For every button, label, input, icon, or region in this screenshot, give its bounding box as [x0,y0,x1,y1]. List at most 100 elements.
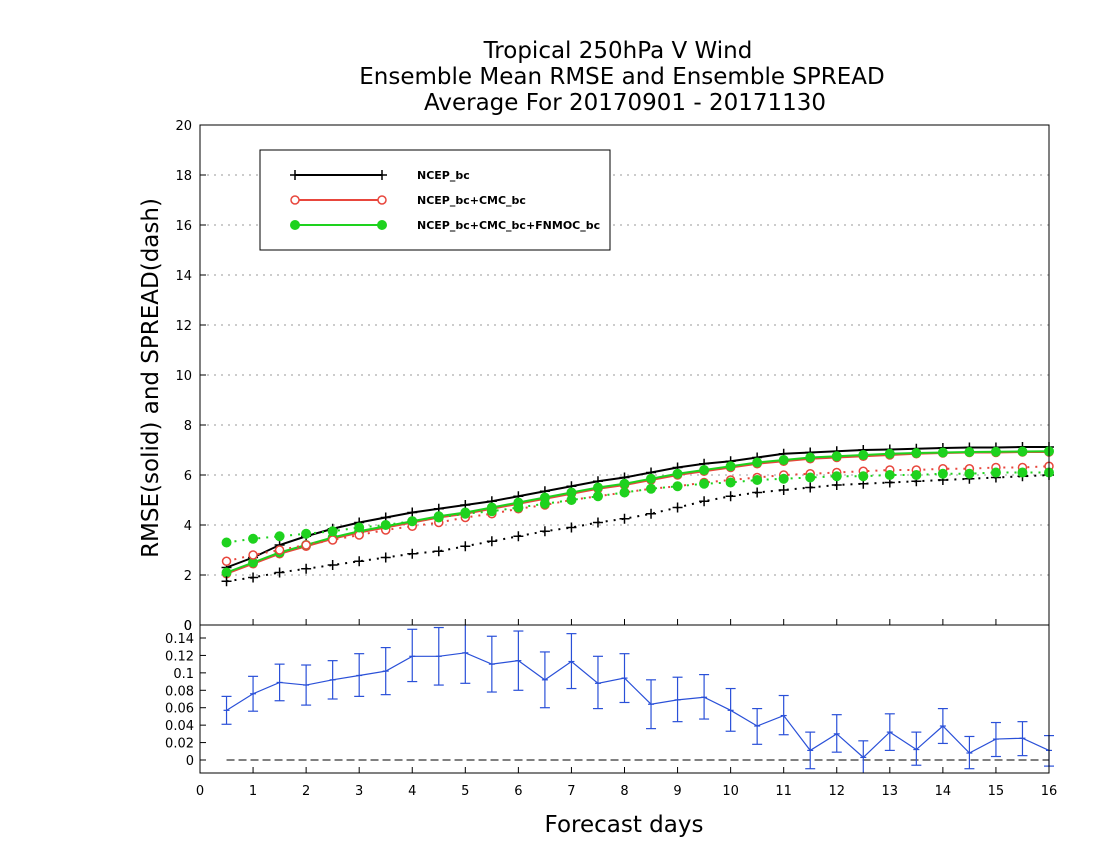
top-panel-y-ticks: 0 2 4 6 8 10 12 14 16 18 20 [175,119,206,634]
diff-y-tick-label: 0.12 [165,649,194,664]
series-rmse-ncep-bc-cmc-bc-fnmoc-bc [221,446,1054,578]
y-tick-label: 4 [184,519,192,534]
diff-y-tick-label: 0.14 [165,632,194,647]
point-filled-circle [778,473,789,484]
x-tick-label: 13 [882,784,899,799]
x-tick-label: 5 [461,784,469,799]
point-filled-circle [646,483,657,494]
x-tick-label: 0 [196,784,204,799]
point-filled-circle [592,482,603,493]
series-line [226,451,1049,575]
point-filled-circle [990,467,1001,478]
x-axis-label: Forecast days [545,812,704,838]
point-filled-circle [752,457,763,468]
x-tick-label: 2 [302,784,310,799]
point-filled-circle [539,498,550,509]
point-filled-circle [725,461,736,472]
x-tick-label: 14 [935,784,952,799]
point-filled-circle [937,447,948,458]
y-tick-label: 20 [175,119,192,134]
series-rmse-ncep-bc-cmc-bc [221,447,1054,579]
legend: NCEP_bc NCEP_bc+CMC_bc NCEP_bc+CMC_bc+FNMO… [259,149,611,251]
point-filled-circle [884,448,895,459]
point-filled-circle [327,526,338,537]
point-filled-circle [1017,446,1028,457]
point-filled-circle [699,478,710,489]
x-tick-label: 12 [828,784,845,799]
y-tick-label: 6 [184,469,192,484]
series-layer [221,442,1054,587]
point-filled-circle [884,470,895,480]
legend-marker [290,195,300,205]
point-filled-circle [964,447,975,457]
series-line [226,474,1050,583]
x-tick-label: 16 [1041,784,1058,799]
point-filled-circle [1017,467,1028,478]
point-open-circle [301,540,311,550]
series-line [226,446,1049,569]
legend-marker [377,220,387,230]
legend-label: NCEP_bc [417,169,470,182]
point-filled-circle [274,531,285,542]
x-tick-label: 4 [408,784,416,799]
x-tick-label: 3 [355,784,363,799]
x-tick-label: 15 [988,784,1005,799]
legend-item: NCEP_bc+CMC_bc+FNMOC_bc [290,219,600,232]
point-filled-circle [964,468,975,479]
legend-label: NCEP_bc+CMC_bc [417,194,526,207]
point-filled-circle [672,481,683,492]
point-filled-circle [672,468,683,479]
x-tick-label: 11 [775,784,792,799]
diff-y-tick-label: 0.06 [165,702,194,717]
point-filled-circle [248,533,259,544]
y-tick-label: 12 [175,319,192,334]
point-filled-circle [858,471,869,482]
point-filled-circle [433,512,444,523]
series-line [226,450,1050,574]
x-tick-label: 8 [620,784,628,799]
point-filled-circle [778,455,789,465]
point-filled-circle [513,502,524,513]
series-rmse-ncep-bc [221,442,1054,573]
x-tick-label: 6 [514,784,522,799]
point-filled-circle [911,470,922,480]
point-filled-circle [937,468,948,479]
y-tick-label: 0 [184,619,192,634]
point-filled-circle [380,520,391,530]
point-filled-circle [354,522,365,533]
point-filled-circle [221,537,232,548]
x-tick-label: 7 [567,784,575,799]
legend-marker [377,195,387,205]
diff-y-tick-label: 0 [186,754,194,769]
point-filled-circle [619,487,630,498]
chart-title-line-3: Average For 20170901 - 20171130 [424,90,826,116]
bottom-panel-y-ticks: 00.020.040.060.080.10.120.140 [165,619,206,769]
y-axis-label: RMSE(solid) and SPREAD(dash) [138,198,164,558]
point-open-circle [274,545,285,555]
series-line [226,465,1050,563]
point-filled-circle [248,557,259,568]
diff-y-tick-label: 0.08 [165,684,194,699]
x-axis-ticks: 0 1 2 3 4 5 6 7 8 9 10 11 12 13 14 15 16 [196,619,1057,799]
diff-line [226,652,1050,759]
point-filled-circle [566,487,577,498]
point-filled-circle [805,472,816,483]
point-filled-circle [646,473,657,484]
legend-label: NCEP_bc+CMC_bc+FNMOC_bc [417,219,600,232]
point-filled-circle [831,451,842,462]
y-tick-label: 14 [175,269,192,284]
point-filled-circle [752,475,763,485]
point-filled-circle [221,567,232,578]
point-filled-circle [805,452,816,463]
difference-layer [221,625,1054,773]
y-tick-label: 16 [175,219,192,234]
y-tick-label: 2 [184,569,192,584]
series-spread-ncep-bc-cmc-bc [221,461,1054,566]
point-filled-circle [699,465,710,475]
x-tick-label: 9 [673,784,681,799]
chart-title-line-1: Tropical 250hPa V Wind [483,38,753,64]
point-open-circle [248,550,258,560]
series-spread-ncep-bc [221,470,1054,587]
bottom-panel-frame [199,624,1050,774]
